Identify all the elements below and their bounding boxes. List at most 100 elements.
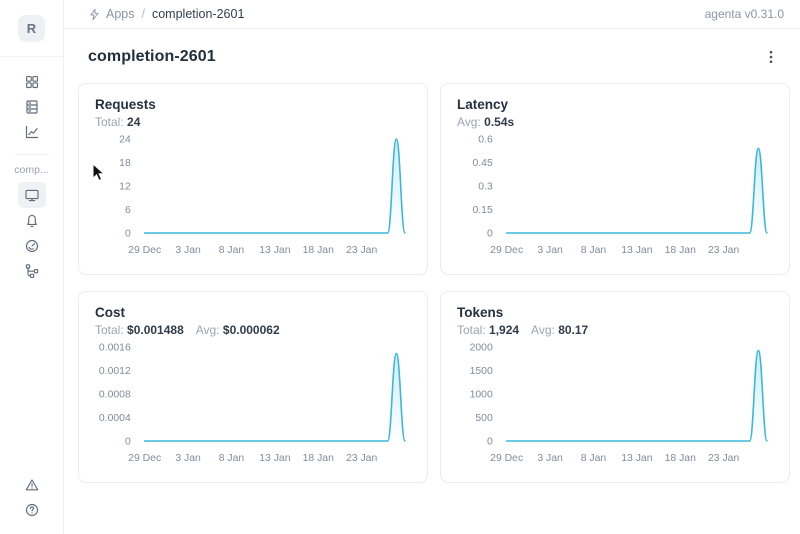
- more-vertical-icon: [769, 50, 773, 64]
- warning-triangle-icon: [25, 479, 38, 491]
- sidebar-nav: comp...: [0, 57, 63, 283]
- sidebar-item-datasets[interactable]: [18, 95, 46, 119]
- chart-stat: Total: $0.001488: [95, 323, 184, 337]
- svg-text:13 Jan: 13 Jan: [259, 245, 290, 256]
- chart-title: Cost: [95, 305, 125, 320]
- svg-text:3 Jan: 3 Jan: [175, 453, 201, 464]
- svg-text:0: 0: [487, 436, 493, 447]
- svg-text:0.0008: 0.0008: [99, 389, 131, 400]
- chart-stat: Avg: 80.17: [531, 323, 589, 337]
- chart-title: Tokens: [457, 305, 504, 320]
- svg-text:8 Jan: 8 Jan: [219, 453, 245, 464]
- svg-text:8 Jan: 8 Jan: [581, 453, 607, 464]
- sidebar-item-playground[interactable]: [18, 209, 46, 233]
- sidebar-section-label: comp...: [14, 164, 49, 176]
- bell-icon: [26, 214, 37, 228]
- svg-text:3 Jan: 3 Jan: [175, 245, 201, 256]
- svg-text:24: 24: [119, 134, 131, 145]
- avatar-letter: R: [26, 20, 37, 36]
- sidebar-item-traces[interactable]: [18, 259, 46, 283]
- line-chart-icon: [25, 125, 38, 139]
- sidebar: R comp...: [0, 0, 64, 534]
- chart-plot: 2000 1500 1000 500 0 29 Dec 3 Jan 8 Jan 13 Jan 18…: [470, 342, 768, 464]
- chart-stats: Avg: 0.54s: [457, 115, 773, 129]
- svg-text:6: 6: [125, 205, 131, 216]
- title-row: completion-2601: [64, 29, 800, 81]
- sidebar-item-apps[interactable]: [18, 70, 46, 94]
- svg-text:13 Jan: 13 Jan: [621, 453, 652, 464]
- chart-plot: 0.6 0.45 0.3 0.15 0 29 Dec 3 Jan 8 Jan 13 Jan 18 …: [472, 134, 768, 256]
- chart-card: Requests Total: 24 24 18 12 6 0 29 Dec 3 Jan 8 …: [78, 83, 428, 275]
- tree-branch-icon: [25, 264, 38, 278]
- sidebar-header: R: [0, 0, 63, 57]
- svg-text:29 Dec: 29 Dec: [490, 245, 523, 256]
- breadcrumb: Apps / completion-2601: [88, 7, 244, 21]
- svg-text:8 Jan: 8 Jan: [219, 245, 245, 256]
- chart-stat: Total: 24: [95, 115, 141, 129]
- svg-text:23 Jan: 23 Jan: [708, 245, 739, 256]
- sidebar-bottom: [18, 473, 46, 534]
- breadcrumb-apps-link[interactable]: Apps: [88, 7, 135, 21]
- database-icon: [25, 100, 38, 114]
- svg-text:0.15: 0.15: [472, 205, 492, 216]
- svg-text:18 Jan: 18 Jan: [665, 245, 696, 256]
- svg-text:0.0004: 0.0004: [99, 413, 131, 424]
- svg-text:500: 500: [475, 413, 493, 424]
- svg-text:3 Jan: 3 Jan: [537, 453, 563, 464]
- svg-text:2000: 2000: [470, 342, 493, 353]
- sidebar-item-overview[interactable]: [17, 182, 46, 208]
- breadcrumb-current: completion-2601: [151, 7, 245, 21]
- grid-icon: [25, 76, 38, 89]
- mouse-cursor: [92, 163, 105, 182]
- question-circle-icon: [25, 503, 38, 517]
- chart-card: Latency Avg: 0.54s 0.6 0.45 0.3 0.15 0 29 Dec…: [440, 83, 790, 275]
- svg-text:29 Dec: 29 Dec: [128, 245, 161, 256]
- svg-text:23 Jan: 23 Jan: [346, 245, 377, 256]
- chart-stat: Avg: $0.000062: [195, 323, 280, 337]
- svg-text:0: 0: [487, 228, 493, 239]
- chart-stats: Total: 24: [95, 115, 411, 129]
- chart-stats: Total: 1,924 Avg: 80.17: [457, 323, 773, 337]
- svg-text:29 Dec: 29 Dec: [128, 453, 161, 464]
- breadcrumb-apps-label: Apps: [106, 7, 135, 21]
- svg-text:0: 0: [125, 436, 131, 447]
- sidebar-divider: [14, 154, 49, 155]
- svg-text:18 Jan: 18 Jan: [303, 245, 334, 256]
- sidebar-item-help[interactable]: [18, 498, 46, 522]
- svg-text:23 Jan: 23 Jan: [708, 453, 739, 464]
- page-title: completion-2601: [88, 48, 216, 65]
- svg-text:0.6: 0.6: [478, 134, 493, 145]
- svg-text:18 Jan: 18 Jan: [665, 453, 696, 464]
- svg-text:3 Jan: 3 Jan: [537, 245, 563, 256]
- svg-text:0.0012: 0.0012: [99, 366, 131, 377]
- chart-plot: 24 18 12 6 0 29 Dec 3 Jan 8 Jan 13 Jan 18 Jan 23 J…: [119, 134, 406, 256]
- svg-text:0.3: 0.3: [478, 181, 493, 192]
- svg-text:0: 0: [125, 228, 131, 239]
- svg-text:18 Jan: 18 Jan: [303, 453, 334, 464]
- chart-card: Cost Total: $0.001488 Avg: $0.000062 0.00…: [78, 291, 428, 483]
- sidebar-item-observability[interactable]: [18, 120, 46, 144]
- chart-stat: Total: 1,924: [457, 323, 520, 337]
- more-menu-button[interactable]: [760, 46, 782, 68]
- svg-text:13 Jan: 13 Jan: [259, 453, 290, 464]
- sidebar-item-evaluations[interactable]: [18, 234, 46, 258]
- avatar[interactable]: R: [18, 14, 45, 42]
- version-label: agenta v0.31.0: [704, 7, 784, 21]
- chart-stats: Total: $0.001488 Avg: $0.000062: [95, 323, 411, 337]
- svg-text:8 Jan: 8 Jan: [581, 245, 607, 256]
- top-header: Apps / completion-2601 agenta v0.31.0: [64, 0, 800, 29]
- svg-text:0.45: 0.45: [472, 158, 492, 169]
- charts-grid: Requests Total: 24 24 18 12 6 0 29 Dec 3 Jan 8 …: [64, 81, 800, 483]
- breadcrumb-separator: /: [141, 7, 145, 21]
- svg-text:0.0016: 0.0016: [99, 342, 131, 353]
- chart-card: Tokens Total: 1,924 Avg: 80.17 2000 1500 10…: [440, 291, 790, 483]
- svg-text:13 Jan: 13 Jan: [621, 245, 652, 256]
- svg-text:23 Jan: 23 Jan: [346, 453, 377, 464]
- thunderbolt-icon: [90, 8, 99, 20]
- gauge-icon: [25, 239, 38, 253]
- sidebar-item-alerts[interactable]: [18, 473, 46, 497]
- svg-text:12: 12: [119, 181, 131, 192]
- chart-title: Requests: [95, 97, 156, 112]
- monitor-icon: [24, 189, 39, 202]
- main-content: Apps / completion-2601 agenta v0.31.0 co…: [64, 0, 800, 534]
